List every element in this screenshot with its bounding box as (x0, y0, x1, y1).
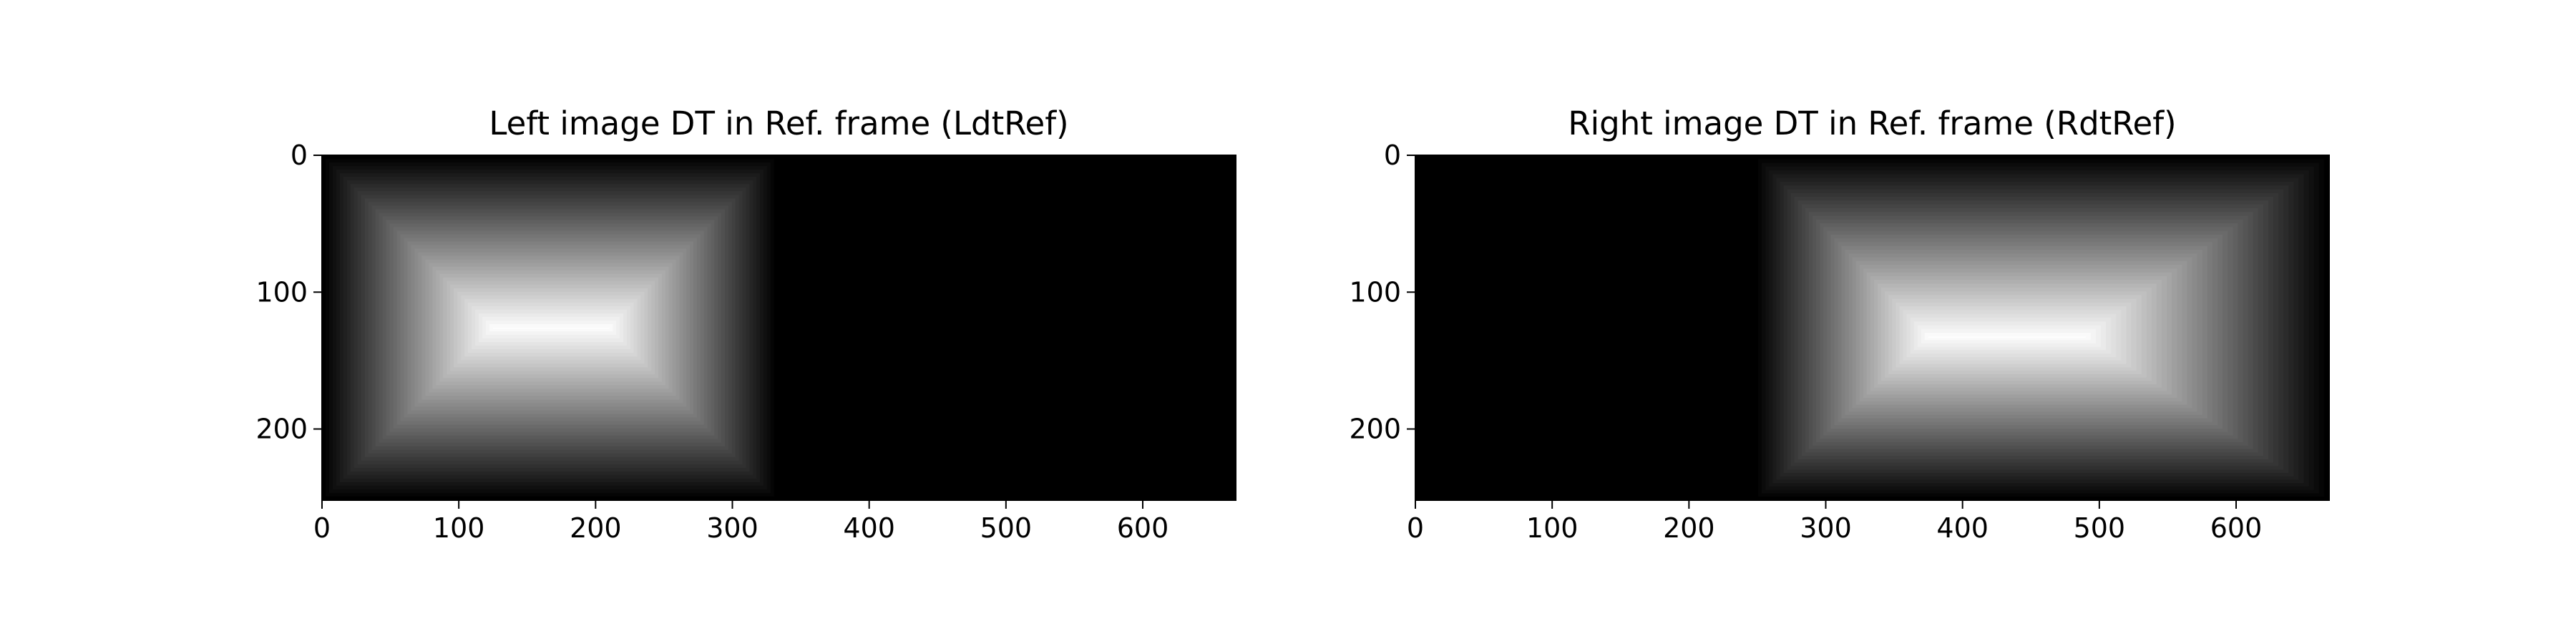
heatmap-level-47 (1924, 333, 2091, 341)
axes-frame-left (321, 155, 1236, 501)
x-tick-label-right-2: 200 (1663, 512, 1715, 544)
x-axis-right: 0 100 200 300 400 500 600 (1407, 500, 2262, 544)
y-axis-right: 0 100 200 (1349, 140, 1415, 445)
left-subplot: Left image DT in Ref. frame (LdtRef) 0 10… (255, 104, 1236, 544)
heatmap-level-48 (492, 328, 610, 329)
y-tick-label-left-1: 100 (255, 276, 308, 308)
y-tick-label-right-2: 200 (1349, 414, 1401, 445)
x-tick-label-right-1: 100 (1526, 512, 1579, 544)
y-tick-label-right-1: 100 (1349, 276, 1401, 308)
y-tick-label-left-2: 200 (255, 414, 308, 445)
x-tick-label-left-0: 0 (313, 512, 331, 544)
x-tick-label-right-0: 0 (1407, 512, 1424, 544)
heatmap-level-48 (1928, 336, 2086, 338)
x-tick-label-left-1: 100 (433, 512, 485, 544)
x-tick-label-right-6: 600 (2210, 512, 2263, 544)
y-axis-left: 0 100 200 (255, 140, 322, 445)
heatmap-image-left (322, 155, 778, 500)
chart-title-right: Right image DT in Ref. frame (RdtRef) (1568, 104, 2176, 142)
right-subplot: Right image DT in Ref. frame (RdtRef) 0 1… (1349, 104, 2330, 544)
axes-frame-right (1415, 155, 2330, 501)
heatmap-image-right (1755, 155, 2329, 500)
x-tick-label-left-6: 600 (1117, 512, 1169, 544)
x-tick-label-right-3: 300 (1800, 512, 1852, 544)
x-axis-left: 0 100 200 300 400 500 600 (313, 500, 1169, 544)
x-tick-label-left-3: 300 (706, 512, 758, 544)
x-tick-label-left-4: 400 (843, 512, 895, 544)
y-tick-label-right-0: 0 (1384, 140, 1401, 171)
chart-title-left: Left image DT in Ref. frame (LdtRef) (489, 104, 1068, 142)
x-tick-label-left-2: 200 (570, 512, 622, 544)
x-tick-label-right-4: 400 (1936, 512, 1989, 544)
y-tick-label-left-0: 0 (291, 140, 308, 171)
x-tick-label-right-5: 500 (2074, 512, 2126, 544)
x-tick-label-left-5: 500 (980, 512, 1033, 544)
